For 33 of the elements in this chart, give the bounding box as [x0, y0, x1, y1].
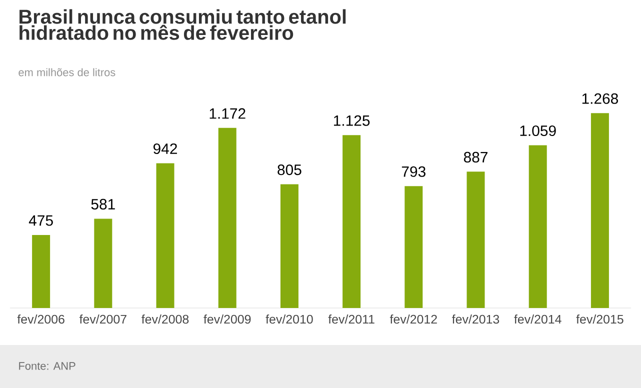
- x-tick-label: fev/2007: [79, 314, 126, 324]
- data-label: 1.059: [520, 125, 556, 136]
- data-label: 475: [28, 215, 53, 226]
- chart-title: Brasil nunca consumiu tanto etanol hidratado no mês de fevereiro: [20, 9, 346, 40]
- x-tick-label: fev/2015: [576, 314, 624, 324]
- bar: [466, 172, 485, 308]
- data-label: 1.125: [334, 115, 370, 126]
- data-label: 1.172: [210, 108, 246, 119]
- bar: [590, 113, 609, 308]
- x-tick-label: fev/2010: [266, 314, 313, 324]
- data-label: 581: [91, 198, 115, 210]
- x-tick-label: fev/2006: [17, 314, 64, 324]
- data-label: 793: [402, 166, 426, 177]
- x-tick-label: fev/2012: [390, 314, 437, 324]
- x-tick-label: fev/2009: [204, 314, 251, 324]
- bar: [342, 135, 361, 308]
- data-label: 805: [278, 164, 302, 176]
- x-tick-label: fev/2011: [328, 314, 374, 324]
- bar: [404, 186, 423, 308]
- bar: [528, 145, 547, 308]
- x-tick-label: fev/2013: [452, 314, 500, 324]
- x-tick-label: fev/2008: [142, 314, 189, 324]
- bar: [156, 163, 174, 308]
- bar: [32, 235, 50, 308]
- bar: [94, 218, 112, 308]
- data-label: 942: [153, 143, 177, 154]
- source-note: Fonte: ANP: [19, 362, 76, 370]
- bar: [218, 128, 236, 308]
- data-label: 887: [464, 152, 488, 162]
- x-tick-label: fev/2014: [514, 314, 562, 324]
- bar: [280, 184, 298, 308]
- chart-subtitle: em milhões de litros: [18, 68, 116, 76]
- data-label: 1.268: [582, 93, 618, 104]
